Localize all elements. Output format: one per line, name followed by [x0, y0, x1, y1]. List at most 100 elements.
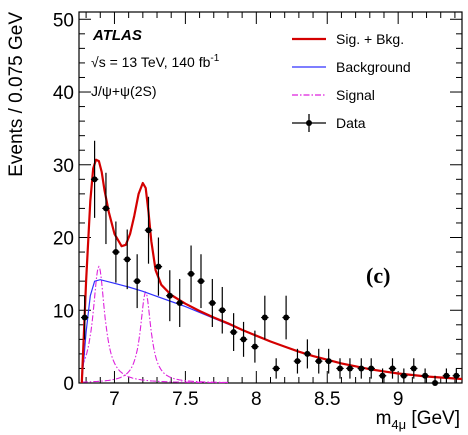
data-marker — [134, 278, 141, 285]
lumi-exponent: -1 — [210, 53, 219, 64]
y-tick-label: 20 — [53, 229, 74, 250]
sqrt-symbol: √ — [91, 54, 99, 70]
legend-item: Sig. + Bkg. — [292, 31, 404, 47]
data-marker — [240, 336, 247, 343]
legend-item: Signal — [292, 87, 375, 103]
data-point — [367, 358, 375, 379]
data-marker — [400, 372, 407, 379]
axis-ticks: 7 7.5 8 8.5 9 0 10 20 30 40 50 — [53, 10, 462, 410]
sig-plus-bkg-curve — [80, 158, 463, 384]
data-marker — [261, 314, 268, 321]
data-marker — [337, 365, 344, 372]
data-point — [324, 348, 333, 374]
data-marker — [176, 299, 183, 306]
data-point — [336, 358, 344, 379]
atlas-label: ATLAS — [92, 27, 142, 44]
data-marker — [283, 314, 290, 321]
x-tick-label: 7 — [109, 389, 120, 410]
data-point — [282, 295, 290, 340]
data-point — [261, 295, 269, 340]
data-point — [218, 286, 226, 334]
y-tick-label: 10 — [53, 301, 74, 322]
y-tick-label: 40 — [53, 83, 74, 104]
data-marker — [273, 365, 280, 372]
data-marker — [389, 365, 396, 372]
curves — [80, 158, 463, 384]
legend-item: Data — [292, 114, 366, 132]
x-tick-label: 9 — [393, 389, 404, 410]
data-point — [154, 237, 163, 296]
data-point — [272, 358, 280, 379]
energy-lumi-label: √s = 13 TeV, 140 fb-1 — [91, 53, 220, 70]
channel-label: J/ψ+ψ(2S) — [91, 83, 156, 99]
data-marker — [325, 358, 332, 365]
x-axis-label-main: m — [376, 408, 392, 429]
data-point — [421, 368, 429, 383]
data-marker — [230, 329, 237, 336]
data-point — [303, 339, 312, 369]
legend-label: Background — [336, 59, 411, 75]
data-marker — [315, 358, 322, 365]
data-point — [102, 172, 110, 245]
data-marker — [368, 365, 375, 372]
data-point — [144, 196, 153, 264]
data-point — [123, 229, 131, 290]
data-marker — [304, 350, 311, 357]
data-point — [208, 278, 217, 327]
x-tick-label: 8.5 — [314, 389, 340, 410]
data-marker — [155, 263, 162, 270]
data-marker — [219, 307, 226, 314]
y-tick-label: 30 — [53, 156, 74, 177]
legend-label: Data — [336, 115, 366, 131]
data-point — [388, 358, 397, 379]
data-point — [357, 358, 365, 379]
data-point — [239, 321, 248, 357]
data-point — [400, 368, 408, 383]
data-point — [112, 221, 120, 283]
data-marker — [188, 270, 195, 277]
data-marker — [251, 343, 258, 350]
x-axis-label-unit: [GeV] — [406, 408, 460, 429]
legend-label: Signal — [336, 87, 375, 103]
data-marker — [124, 256, 131, 263]
data-marker — [432, 380, 439, 386]
data-point — [187, 245, 195, 303]
data-marker — [145, 227, 152, 234]
y-axis-label: Events / 0.075 GeV — [6, 12, 27, 177]
y-tick-label: 50 — [53, 10, 74, 31]
legend-item: Background — [292, 59, 411, 75]
data-marker — [443, 372, 450, 379]
data-marker — [379, 372, 386, 379]
panel-label: (c) — [366, 263, 390, 288]
data-point — [442, 368, 451, 383]
y-tick-label: 0 — [63, 374, 74, 395]
x-tick-label: 8 — [251, 389, 262, 410]
signal-curve-peak-2 — [81, 291, 228, 384]
data-point — [166, 270, 174, 322]
legend: Sig. + Bkg. Background Signal Data — [292, 31, 411, 132]
data-marker — [422, 372, 429, 379]
data-point — [229, 313, 238, 351]
data-point — [80, 295, 89, 340]
data-marker — [294, 358, 301, 365]
data-marker — [453, 372, 460, 379]
legend-label: Sig. + Bkg. — [336, 31, 404, 47]
data-point — [293, 348, 302, 374]
x-axis-label-sub: 4μ — [391, 417, 406, 432]
data-point — [133, 254, 141, 309]
data-marker — [358, 365, 365, 372]
data-marker — [166, 292, 173, 299]
data-point — [251, 330, 259, 363]
data-points — [80, 140, 461, 386]
data-marker — [112, 249, 119, 256]
data-point — [176, 278, 184, 327]
data-point — [410, 358, 418, 379]
x-tick-label: 7.5 — [172, 389, 198, 410]
data-marker — [209, 299, 216, 306]
data-point — [197, 254, 205, 309]
data-point — [315, 348, 323, 374]
data-point — [90, 140, 99, 218]
data-marker — [102, 205, 109, 212]
data-marker — [91, 176, 98, 183]
